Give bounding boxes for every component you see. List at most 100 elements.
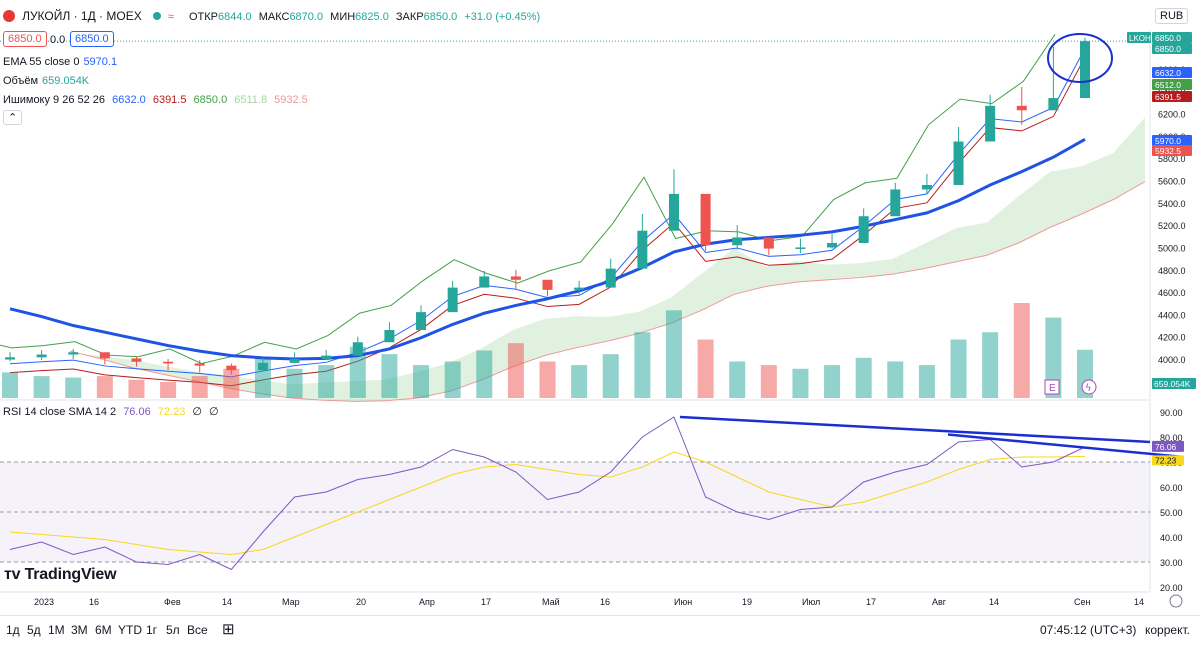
candle-body <box>321 355 332 359</box>
volume-bar <box>792 368 809 398</box>
close-label: ЗАКР <box>395 11 424 23</box>
ema-55-line <box>9 137 1086 361</box>
ichimoku-conversion: 6632.0 <box>112 94 146 106</box>
rsi-sma-badge <box>1152 455 1184 466</box>
price-badge-text: 6850.0 <box>1155 33 1181 43</box>
price-badge <box>1152 91 1192 102</box>
low-value: 6825.0 <box>355 11 389 23</box>
buy-price-button[interactable]: 6850.0 <box>70 31 114 47</box>
time-tick-label: 14 <box>222 597 232 607</box>
candle-body <box>890 189 901 217</box>
candle-body <box>1080 41 1090 99</box>
rsi-legend[interactable]: RSI 14 close SMA 14 2 76.06 72.23 ∅ ∅ <box>3 405 223 418</box>
candle-body <box>99 352 110 359</box>
rsi-label: RSI 14 close SMA 14 2 <box>3 406 117 418</box>
candle-body <box>921 185 932 190</box>
rsi-value: 76.06 <box>123 406 151 418</box>
candle-body <box>36 354 47 358</box>
volume-bar <box>349 346 366 398</box>
timeframe-5д[interactable]: 5д <box>27 623 41 637</box>
price-tick-label: 6200.0 <box>1158 110 1186 120</box>
currency-select[interactable]: RUB <box>1155 8 1189 24</box>
earnings-marker <box>1044 379 1060 395</box>
candle-body <box>5 357 15 360</box>
ichimoku-lead-b-line <box>69 181 1146 402</box>
rsi-extra-2: ∅ <box>209 406 219 418</box>
price-badge-text: 5970.0 <box>1155 136 1181 146</box>
volume-bar <box>729 361 746 398</box>
timeframe-Все[interactable]: Все <box>187 623 208 637</box>
candle-body <box>985 105 996 142</box>
chart-header: ЛУКОЙЛ · 1Д · MOEX ≈ ОТКР6844.0 МАКС6870… <box>0 0 1200 30</box>
high-label: МАКС <box>258 11 290 23</box>
volume-bar <box>760 365 777 398</box>
volume-bar <box>191 376 208 398</box>
timeframe-3М[interactable]: 3М <box>71 623 88 637</box>
volume-legend[interactable]: Объём 659.054K <box>3 75 93 87</box>
volume-value: 659.054K <box>42 75 90 87</box>
candle-body <box>163 361 174 364</box>
volume-bar <box>444 361 461 398</box>
volume-bar <box>824 365 841 398</box>
ema-label: EMA 55 close 0 <box>3 56 80 68</box>
volume-bar <box>571 365 588 398</box>
bottom-toolbar: 1д 5д 1М 3М 6М YTD 1г 5л Все ⊞ 07:45:12 (UTC+3) … <box>0 615 1200 647</box>
tradingview-logo[interactable]: ᴛᴠ TradingView <box>4 566 117 584</box>
ichimoku-cloud <box>70 117 1145 402</box>
candle-body <box>131 358 142 362</box>
rsi-line <box>9 416 1086 571</box>
volume-badge <box>1152 378 1196 389</box>
market-status-icon <box>152 12 161 20</box>
symbol-badge <box>1127 32 1151 43</box>
rsi-tick-label: 80.00 <box>1160 433 1183 443</box>
ichimoku-legend[interactable]: Ишимоку 9 26 52 26 6632.0 6391.5 6850.0 … <box>3 94 312 106</box>
volume-bar <box>381 354 398 398</box>
volume-bar <box>318 365 335 398</box>
volume-bar <box>855 357 872 398</box>
sell-price-button[interactable]: 6850.0 <box>3 31 47 47</box>
time-tick-label: Фев <box>164 597 181 607</box>
volume-bar <box>539 361 556 398</box>
timeframe-6М[interactable]: 6М <box>95 623 112 637</box>
collapse-legend-button[interactable]: ⌃ <box>3 110 23 125</box>
rsi-badge-text: 76.06 <box>1155 442 1177 452</box>
rsi-tick-label: 90.00 <box>1160 408 1183 418</box>
symbol-legend: ЛУКОЙЛ · 1Д · MOEX ≈ ОТКР6844.0 МАКС6870… <box>3 9 544 23</box>
date-range-icon[interactable]: ⊞ <box>222 621 235 638</box>
timeframe-YTD[interactable]: YTD <box>118 623 142 637</box>
price-tick-label: 4200.0 <box>1158 333 1186 343</box>
clock-text[interactable]: 07:45:12 (UTC+3) <box>1040 623 1137 637</box>
volume-bar <box>1045 317 1062 398</box>
price-tick-label: 4600.0 <box>1158 288 1186 298</box>
ema-legend[interactable]: EMA 55 close 0 5970.1 <box>3 56 121 68</box>
timeframe-5л[interactable]: 5л <box>166 623 180 637</box>
symbol-title[interactable]: ЛУКОЙЛ · 1Д · MOEX <box>22 9 142 23</box>
candle-body <box>416 312 427 330</box>
rsi-sma-value: 72.23 <box>157 406 186 418</box>
candle-body <box>732 237 743 246</box>
volume-bar <box>476 350 493 398</box>
timeframe-1д[interactable]: 1д <box>6 623 20 637</box>
volume-bar <box>223 368 240 398</box>
timeframe-1г[interactable]: 1г <box>146 623 158 637</box>
price-badge-text: 5932.5 <box>1155 146 1181 156</box>
close-value: 6850.0 <box>423 11 458 23</box>
adjust-toggle[interactable]: коррект. <box>1145 623 1190 637</box>
timeframe-1М[interactable]: 1М <box>48 623 65 637</box>
volume-bar <box>634 332 651 398</box>
time-tick-label: 17 <box>866 597 876 607</box>
candle-body <box>447 287 458 313</box>
price-tick-label: 5800.0 <box>1158 154 1186 164</box>
symbol-badge-text: LKOH <box>1129 34 1151 43</box>
candle-body <box>289 358 300 363</box>
volume-bar <box>1013 303 1030 398</box>
candle-body <box>574 287 585 290</box>
price-badge-text: 6512.0 <box>1155 80 1181 90</box>
lightning-icon <box>1081 379 1097 395</box>
price-badge <box>1152 43 1192 54</box>
price-tick-label: 5000.0 <box>1158 243 1186 253</box>
volume-bar <box>160 381 177 398</box>
chevron-up-icon: ⌃ <box>8 112 18 124</box>
candle-body <box>700 193 711 246</box>
